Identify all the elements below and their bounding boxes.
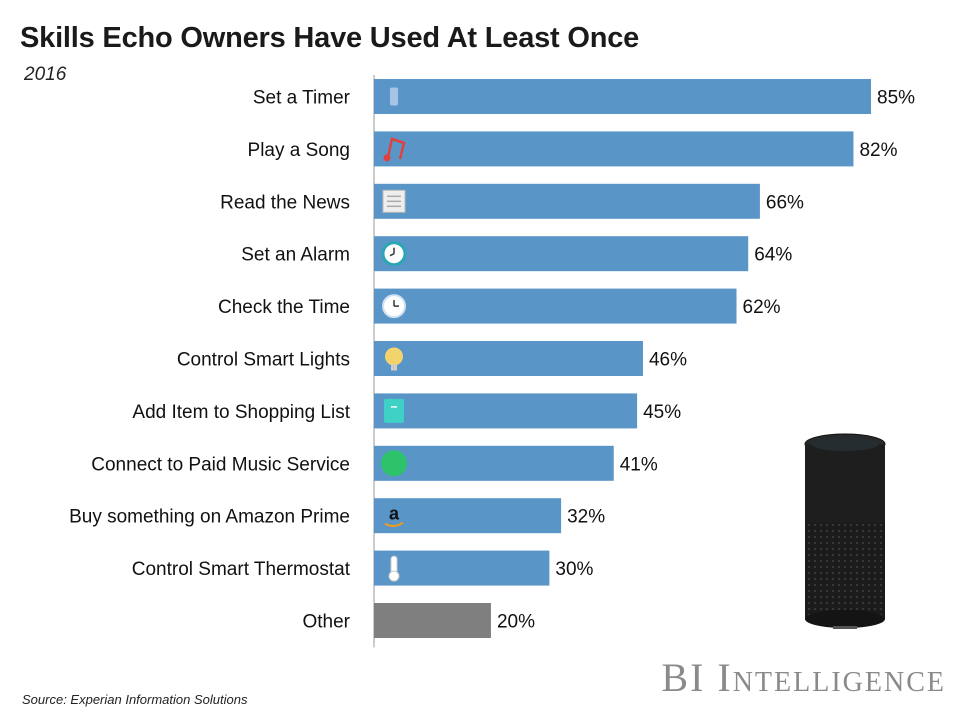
bar-10 [374, 603, 491, 638]
category-label: Read the News [220, 192, 350, 213]
category-label: Connect to Paid Music Service [91, 454, 350, 475]
timer-icon [390, 87, 398, 106]
bar-5 [374, 341, 643, 376]
bar-2 [374, 183, 760, 219]
value-label: 41% [620, 454, 658, 475]
thermometer-icon [388, 555, 400, 582]
source-note: Source: Experian Information Solutions [22, 692, 248, 707]
category-label: Set a Timer [253, 88, 351, 109]
chart-subtitle: 2016 [24, 64, 67, 85]
category-label: Check the Time [218, 297, 350, 318]
category-label: Buy something on Amazon Prime [69, 507, 350, 528]
category-label: Control Smart Thermostat [132, 559, 351, 580]
category-label: Set an Alarm [241, 245, 350, 266]
bar-1 [374, 131, 854, 167]
category-label: Play a Song [248, 140, 350, 161]
bar-9 [374, 550, 550, 586]
bar-8 [374, 498, 562, 534]
bar-6 [374, 393, 638, 429]
bar-3 [374, 236, 749, 272]
bar-7 [374, 445, 614, 481]
value-label: 62% [743, 297, 781, 318]
svg-text:a: a [389, 504, 400, 524]
value-label: 45% [643, 402, 681, 423]
value-label: 46% [649, 350, 687, 371]
value-label: 82% [859, 140, 897, 161]
clock-icon [382, 294, 406, 319]
music-note-icon [383, 137, 406, 162]
value-label: 32% [567, 507, 605, 528]
shopping-list-icon [384, 398, 404, 423]
value-label: 64% [754, 245, 792, 266]
bar-4 [374, 288, 737, 324]
category-label: Add Item to Shopping List [132, 402, 350, 423]
category-label: Other [302, 612, 350, 633]
light-bulb-icon [385, 347, 403, 371]
bi-intelligence-logo: BI Intelligence [661, 655, 946, 700]
value-label: 30% [555, 559, 593, 580]
echo-device-image [804, 433, 886, 629]
newspaper-icon [382, 189, 406, 213]
value-label: 20% [497, 612, 535, 633]
category-label: Control Smart Lights [177, 350, 350, 371]
value-label: 66% [766, 192, 804, 213]
chart-title: Skills Echo Owners Have Used At Least On… [20, 22, 640, 54]
amazon-icon: a [384, 504, 404, 527]
music-service-icon [381, 450, 407, 477]
bar-0 [374, 79, 871, 114]
alarm-clock-icon [381, 241, 407, 267]
value-label: 85% [877, 88, 915, 109]
